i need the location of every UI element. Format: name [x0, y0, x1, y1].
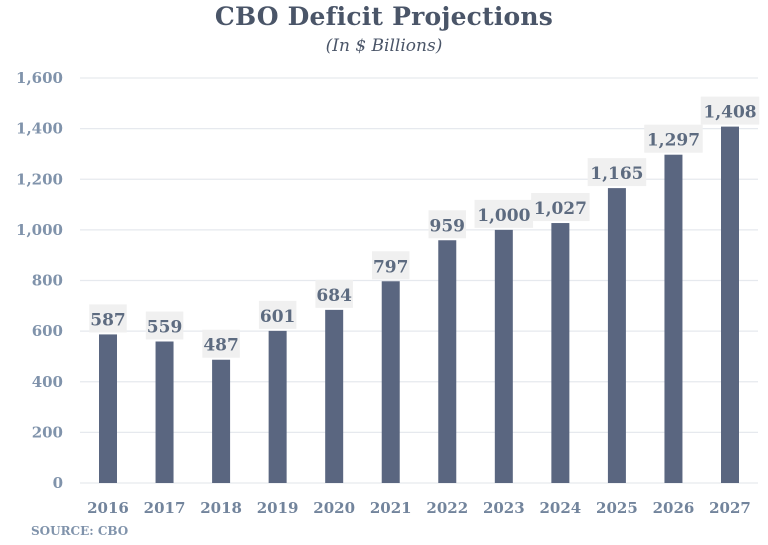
data-label-background — [202, 329, 240, 358]
bar-2020 — [325, 309, 344, 483]
y-tick-label: 0 — [53, 474, 63, 492]
x-axis: 2016 2017 2018 2019 2020 2021 2022 2023 2024 2025… — [87, 499, 751, 517]
x-tick-label: 2023 — [483, 499, 525, 517]
data-label-background — [371, 251, 410, 280]
x-tick-label: 2016 — [87, 499, 129, 517]
source-note: SOURCE: CBO — [31, 524, 129, 538]
bar-2022 — [438, 240, 457, 483]
data-label: 559 — [147, 318, 183, 338]
data-label: 1,027 — [534, 199, 587, 219]
y-tick-label: 1,600 — [16, 69, 63, 87]
x-tick-label: 2020 — [313, 499, 355, 517]
data-label-background — [258, 300, 297, 329]
y-tick-label: 200 — [32, 423, 63, 441]
data-label-background — [315, 279, 353, 308]
y-axis: 0 200 400 600 800 1,000 1,200 1,400 1,600 — [16, 69, 63, 492]
data-label-background — [474, 199, 534, 228]
bar-2019 — [268, 330, 287, 483]
data-label-background — [89, 304, 127, 333]
x-tick-label: 2017 — [144, 499, 186, 517]
data-label: 487 — [203, 336, 239, 356]
bar-2025 — [607, 188, 626, 483]
data-label-background — [644, 124, 703, 153]
bar-2023 — [494, 229, 513, 483]
bars — [99, 126, 739, 483]
x-tick-label: 2025 — [596, 499, 638, 517]
chart-title: CBO Deficit Projections — [214, 2, 554, 31]
data-label: 1,000 — [477, 206, 530, 226]
data-labels: 587 559 487 601 684 797 959 1,000 1,0271,1651,29… — [89, 96, 760, 358]
bar-2026 — [664, 154, 683, 483]
bar-2018 — [212, 359, 231, 483]
y-tick-label: 600 — [32, 322, 63, 340]
x-tick-label: 2026 — [653, 499, 695, 517]
bar-2021 — [381, 281, 400, 483]
bar-2017 — [155, 341, 174, 483]
data-label: 1,408 — [703, 103, 756, 123]
x-tick-label: 2018 — [200, 499, 242, 517]
x-tick-label: 2019 — [257, 499, 299, 517]
data-label-background — [700, 96, 760, 125]
bar-2024 — [551, 223, 570, 483]
data-label-background — [145, 311, 184, 340]
x-tick-label: 2024 — [539, 499, 581, 517]
data-label: 959 — [430, 216, 466, 236]
data-label: 601 — [260, 307, 296, 327]
y-tick-label: 800 — [32, 272, 63, 290]
bar-2027 — [721, 126, 739, 483]
data-label-background — [428, 210, 467, 239]
data-label-background — [587, 158, 647, 187]
data-label: 1,165 — [590, 164, 643, 184]
x-tick-label: 2027 — [709, 499, 751, 517]
chart-subtitle: (In $ Billions) — [325, 36, 443, 56]
x-tick-label: 2022 — [426, 499, 468, 517]
y-tick-label: 1,200 — [16, 170, 63, 188]
data-label: 587 — [90, 310, 126, 330]
y-tick-label: 1,000 — [16, 221, 63, 239]
data-label: 684 — [316, 286, 352, 306]
x-tick-label: 2021 — [370, 499, 412, 517]
y-tick-label: 1,400 — [16, 120, 63, 138]
bar-2016 — [99, 334, 117, 483]
data-label-background — [531, 193, 590, 222]
data-label: 797 — [373, 257, 409, 277]
data-label: 1,297 — [647, 131, 700, 151]
y-tick-label: 400 — [32, 373, 63, 391]
